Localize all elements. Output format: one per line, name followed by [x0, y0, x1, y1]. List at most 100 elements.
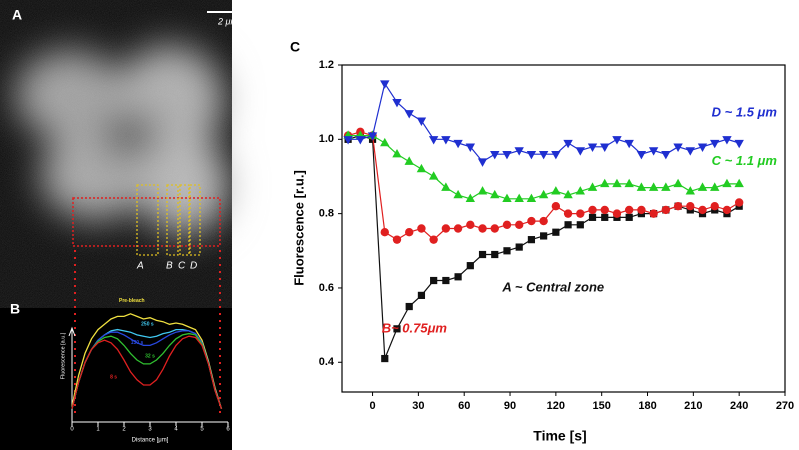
- series-label: A ~ Central zone: [501, 279, 604, 294]
- x-tick-label: 2: [122, 427, 126, 433]
- marker: [637, 205, 646, 215]
- marker: [514, 193, 524, 202]
- y-tick-label: 0.6: [319, 282, 334, 294]
- marker: [417, 224, 426, 233]
- marker: [380, 228, 389, 237]
- marker: [587, 182, 598, 191]
- marker: [478, 250, 487, 259]
- series-label: C ~ 1.1 μm: [712, 153, 778, 168]
- marker: [465, 143, 476, 152]
- marker: [661, 205, 671, 215]
- marker: [587, 143, 598, 152]
- y-axis-label: Fluorescence [r.u.]: [291, 170, 306, 286]
- marker: [381, 354, 389, 363]
- marker: [734, 178, 744, 188]
- x-tick-label: 5: [200, 427, 204, 433]
- marker: [453, 139, 463, 149]
- marker: [405, 228, 414, 237]
- marker: [441, 136, 451, 145]
- y-tick-label: 0.8: [319, 208, 334, 220]
- panel-label: B: [10, 301, 20, 317]
- marker: [710, 182, 720, 191]
- x-tick-label: 60: [458, 400, 470, 412]
- marker: [673, 143, 683, 152]
- marker: [600, 143, 610, 152]
- series-label: Pre-bleach: [119, 298, 145, 304]
- marker: [538, 189, 549, 199]
- marker: [515, 243, 523, 251]
- marker: [588, 213, 597, 221]
- marker: [685, 147, 695, 156]
- profile-region: [72, 197, 221, 247]
- zone-label: A: [136, 261, 144, 272]
- marker: [576, 209, 585, 218]
- marker: [393, 325, 401, 333]
- x-tick-label: 180: [638, 400, 656, 412]
- series-label: D ~ 1.5 μm: [712, 105, 778, 120]
- marker: [722, 136, 732, 145]
- series-label: 8 s: [110, 374, 117, 380]
- marker: [392, 148, 402, 158]
- zone-label: B: [166, 261, 173, 272]
- marker: [636, 182, 647, 191]
- series-line: [71, 332, 223, 410]
- marker: [600, 205, 609, 215]
- series-line: [71, 330, 223, 410]
- marker: [502, 150, 512, 160]
- x-tick-label: 0: [70, 427, 74, 433]
- y-axis-arrow: [68, 326, 76, 337]
- marker: [367, 132, 378, 141]
- marker: [355, 136, 366, 145]
- marker: [563, 209, 573, 218]
- marker: [404, 110, 414, 119]
- marker: [612, 178, 622, 188]
- series-label: 250 s: [141, 322, 154, 328]
- marker: [430, 276, 438, 285]
- marker: [441, 182, 451, 191]
- marker: [502, 193, 512, 202]
- marker: [540, 232, 548, 240]
- marker: [601, 213, 609, 221]
- marker: [575, 147, 586, 156]
- x-tick-label: 4: [174, 427, 178, 433]
- marker: [454, 273, 462, 281]
- marker: [490, 224, 499, 233]
- series-label: 130 s: [131, 340, 144, 346]
- y-tick-label: 1.2: [319, 59, 334, 71]
- marker: [575, 186, 586, 195]
- zone-boxes: [136, 184, 201, 256]
- marker: [417, 291, 426, 299]
- marker: [661, 182, 671, 191]
- marker: [661, 150, 671, 160]
- scale-bar-label: 2 μm: [217, 16, 238, 26]
- marker: [416, 117, 427, 126]
- y-axis-label: Fluorescence [a.u.]: [60, 332, 66, 379]
- marker: [441, 224, 451, 233]
- marker: [576, 221, 584, 229]
- marker: [563, 139, 573, 149]
- series-line: [71, 313, 223, 409]
- marker: [697, 143, 708, 152]
- marker: [685, 186, 695, 195]
- marker: [648, 147, 659, 156]
- marker: [453, 189, 463, 199]
- marker: [514, 147, 524, 156]
- y-tick-label: 1.0: [319, 133, 334, 145]
- x-tick-label: 1: [96, 427, 100, 433]
- x-tick-label: 90: [504, 400, 516, 412]
- marker: [527, 236, 536, 244]
- zone-label: D: [190, 261, 197, 272]
- marker: [392, 98, 402, 108]
- marker: [502, 220, 512, 229]
- marker: [722, 178, 732, 188]
- marker: [490, 189, 500, 199]
- marker: [551, 186, 561, 195]
- marker: [710, 202, 719, 211]
- marker: [491, 250, 499, 259]
- marker: [648, 182, 659, 191]
- marker: [612, 136, 622, 145]
- marker: [551, 150, 561, 160]
- marker: [466, 220, 475, 229]
